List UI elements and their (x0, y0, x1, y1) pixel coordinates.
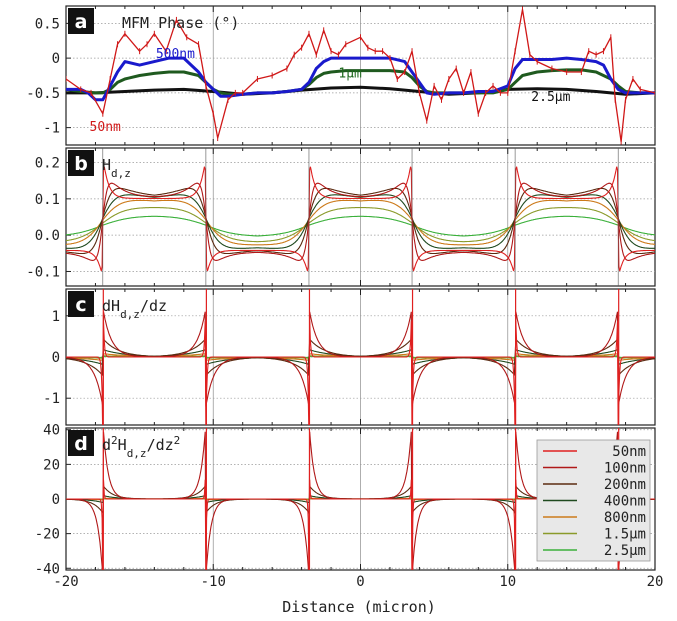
y-tick-label: 0.5 (35, 16, 60, 32)
panel-letter: a (75, 11, 88, 33)
y-tick-label: 40 (43, 423, 60, 439)
y-tick-label: -0.5 (26, 86, 60, 102)
y-tick-label: -0.1 (26, 264, 60, 280)
y-tick-label: -40 (35, 561, 60, 577)
legend-label: 200nm (604, 477, 646, 493)
panel-letter-badge (68, 150, 94, 176)
y-tick-label: 0.2 (35, 156, 60, 172)
legend-label: 50nm (612, 444, 646, 460)
y-tick-label: 0 (52, 51, 60, 67)
series-annotation: 2.5μm (531, 90, 570, 105)
legend-label: 1.5μm (604, 527, 646, 543)
series-line-800nm (66, 199, 655, 246)
panel-title: d2Hd,z/dz2 (102, 434, 180, 460)
y-tick-label: -20 (35, 527, 60, 543)
y-tick-label: 0 (52, 350, 60, 366)
series-line-200nm (66, 187, 655, 255)
panel-title: MFM Phase (°) (122, 14, 239, 32)
plot-area (66, 148, 655, 286)
panel-title: dHd,z/dz (102, 297, 167, 321)
series-line-500nm (66, 56, 655, 102)
panel-a: 0.5 0 -0.5 -1 500nm 1μm 2.5μm 50nm a MFM Phase (°… (26, 5, 656, 146)
panel-title: Hd,z (102, 156, 131, 180)
series-line-100nm (66, 182, 655, 261)
panel-letter-badge (68, 291, 94, 317)
series-line-50nm (66, 321, 655, 425)
panel-letter-badge (68, 8, 94, 34)
series-line-50nm (66, 166, 655, 272)
y-tick-label: 20 (43, 457, 60, 473)
plot-area (66, 289, 655, 425)
series-annotation: 50nm (90, 120, 121, 135)
legend-label: 800nm (604, 510, 646, 526)
y-tick-label: 0 (52, 492, 60, 508)
panel-c: 1 0 -1 c dHd,z/dz (43, 288, 656, 426)
x-tick-label: -20 (53, 574, 78, 590)
panel-letter: b (74, 153, 88, 175)
y-tick-label: 0.0 (35, 228, 60, 244)
panel-b: 0.2 0.1 0.0 -0.1 b Hd,z (26, 147, 656, 287)
y-tick-label: -1 (43, 391, 60, 407)
series-line-2.5μm (66, 215, 655, 237)
series-annotation: 500nm (156, 47, 195, 62)
series-line-1.5μm (66, 207, 655, 243)
y-tick-label: 1 (52, 309, 60, 325)
series-line-200nm (66, 337, 655, 377)
y-tick-label: -1 (43, 121, 60, 137)
x-axis-label: Distance (micron) (282, 598, 436, 616)
x-tick-label: 20 (647, 574, 664, 590)
y-tick-label: 0.1 (35, 192, 60, 208)
series-line-2.5μm (66, 85, 655, 96)
series-line-1μm (66, 68, 655, 96)
legend-label: 400nm (604, 494, 646, 510)
legend-label: 100nm (604, 461, 646, 477)
series-annotation: 1μm (338, 67, 362, 82)
panel-letter: d (74, 433, 88, 455)
x-tick-label: -10 (201, 574, 226, 590)
x-tick-label: 10 (499, 574, 516, 590)
x-tick-label: 0 (356, 574, 364, 590)
legend-label: 2.5μm (604, 543, 646, 559)
panel-letter: c (75, 294, 86, 316)
plot-area (66, 6, 655, 145)
panel-letter-badge (68, 430, 94, 456)
